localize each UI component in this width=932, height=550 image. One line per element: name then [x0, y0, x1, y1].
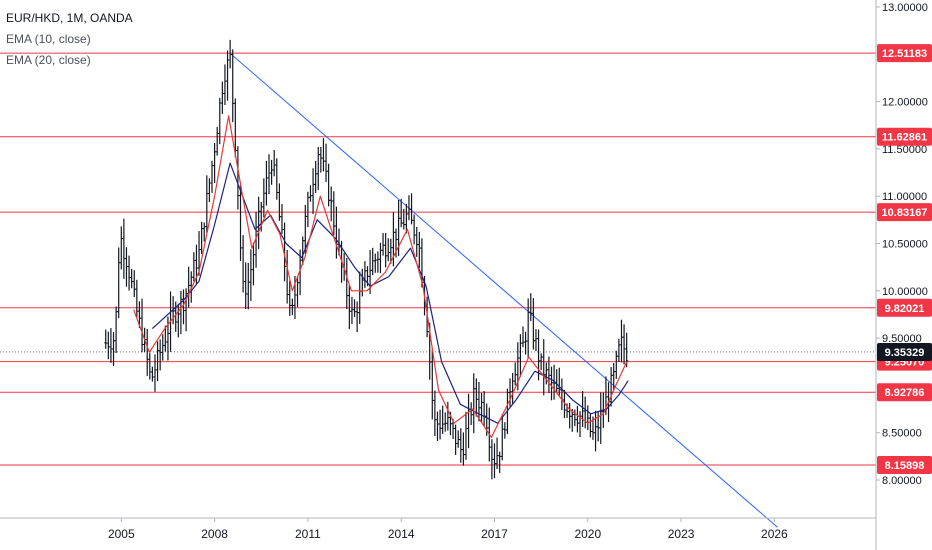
price-tick-label: 13.00000 — [882, 2, 928, 14]
level-price-badge — [877, 127, 932, 146]
level-price-badge — [877, 298, 932, 317]
price-tick-label: 10.00000 — [882, 286, 928, 298]
time-tick-label: 2023 — [668, 527, 695, 541]
price-tick-label: 9.50000 — [882, 333, 922, 345]
level-price-label: 8.15898 — [885, 460, 925, 472]
time-tick-label: 2011 — [295, 527, 321, 541]
ema10-legend[interactable]: EMA (10, close) — [6, 32, 91, 46]
level-price-badge — [877, 203, 932, 222]
descending-trendline — [229, 52, 778, 528]
ema20-legend[interactable]: EMA (20, close) — [6, 53, 91, 67]
time-tick-label: 2008 — [201, 527, 228, 541]
time-tick-label: 2017 — [481, 527, 508, 541]
current-price-badge — [877, 342, 932, 361]
time-tick-label: 2026 — [761, 527, 788, 541]
level-price-badge — [877, 383, 932, 402]
price-bars — [104, 39, 629, 480]
price-tick-label: 12.00000 — [882, 97, 928, 109]
time-tick-label: 2014 — [388, 527, 415, 541]
price-tick-label: 11.00000 — [882, 191, 927, 203]
level-price-label: 11.62861 — [882, 132, 927, 144]
level-price-badge — [877, 455, 932, 474]
level-price-label: 9.82021 — [885, 303, 925, 315]
trendline-layer — [229, 52, 778, 528]
price-tick-label: 8.00000 — [882, 475, 922, 487]
price-tick-label: 10.50000 — [882, 239, 928, 251]
level-price-label: 8.92786 — [885, 387, 925, 399]
ema-lines — [133, 115, 629, 438]
level-price-label: 12.51183 — [882, 48, 927, 60]
horizontal-levels — [0, 52, 876, 466]
chart-legend: EUR/HKD, 1M, OANDA EMA (10, close) EMA (… — [6, 8, 133, 71]
ema10-line — [133, 115, 628, 438]
level-price-badge — [877, 44, 932, 63]
level-price-label: 10.83167 — [882, 207, 928, 219]
symbol-title[interactable]: EUR/HKD, 1M, OANDA — [6, 11, 133, 25]
current-price-label: 9.35329 — [885, 347, 925, 359]
price-tick-label: 8.50000 — [882, 428, 922, 440]
price-tick-label: 11.50000 — [882, 144, 927, 156]
ema20-line — [151, 162, 629, 424]
time-tick-label: 2020 — [574, 527, 601, 541]
time-tick-label: 2005 — [108, 527, 135, 541]
